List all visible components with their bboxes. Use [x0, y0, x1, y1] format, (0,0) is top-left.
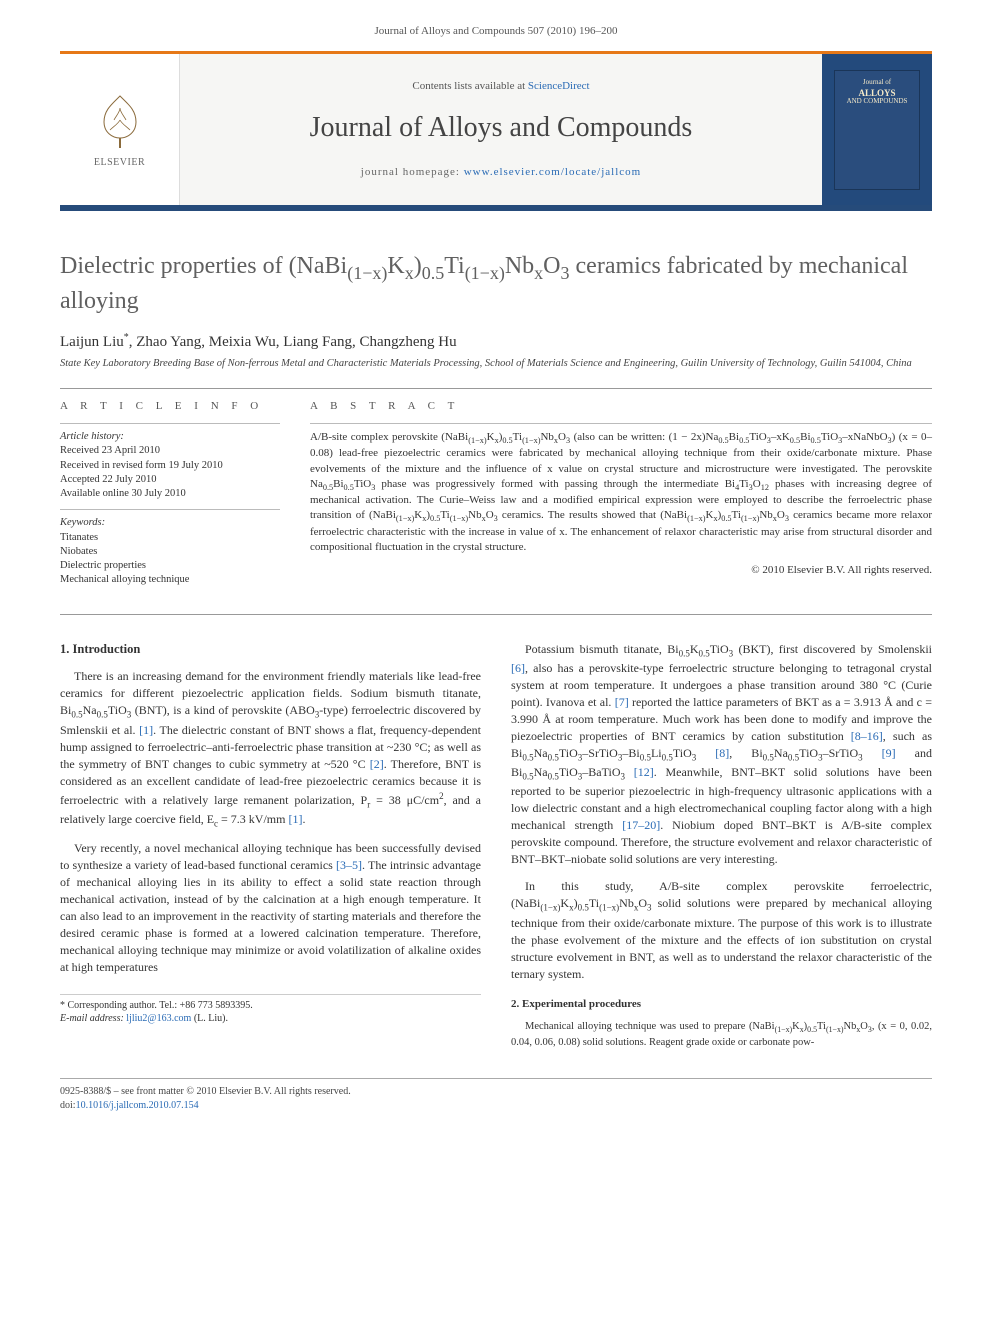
history-list: Received 23 April 2010 Received in revis… [60, 444, 280, 501]
abstract-column: A B S T R A C T A/B-site complex perovsk… [310, 389, 932, 595]
contents-available-line: Contents lists available at ScienceDirec… [412, 79, 589, 94]
homepage-prefix: journal homepage: [361, 166, 464, 178]
running-header: Journal of Alloys and Compounds 507 (201… [0, 0, 992, 51]
copyright-line: © 2010 Elsevier B.V. All rights reserved… [310, 563, 932, 578]
corr-line-1: * Corresponding author. Tel.: +86 773 58… [60, 999, 481, 1012]
corresponding-author-note: * Corresponding author. Tel.: +86 773 58… [60, 994, 481, 1025]
affiliation: State Key Laboratory Breeding Base of No… [60, 357, 932, 371]
body-right-column: Potassium bismuth titanate, Bi0.5K0.5TiO… [511, 641, 932, 1061]
keywords-label: Keywords: [60, 517, 105, 528]
journal-cover-thumb: Journal of ALLOYS AND COMPOUNDS [834, 70, 920, 190]
history-item: Accepted 22 July 2010 [60, 473, 280, 487]
body-two-columns: 1. Introduction There is an increasing d… [60, 641, 932, 1061]
experimental-heading: 2. Experimental procedures [511, 997, 932, 1013]
journal-cover-block: Journal of ALLOYS AND COMPOUNDS [822, 54, 932, 205]
keyword-item: Mechanical alloying technique [60, 573, 280, 587]
intro-para-4: In this study, A/B-site complex perovski… [511, 878, 932, 982]
authors-line: Laijun Liu*, Zhao Yang, Meixia Wu, Liang… [60, 331, 932, 353]
masthead-center: Contents lists available at ScienceDirec… [180, 54, 822, 205]
email-label: E-mail address: [60, 1013, 126, 1024]
front-matter-line: 0925-8388/$ – see front matter © 2010 El… [60, 1085, 932, 1099]
doi-label: doi: [60, 1100, 76, 1111]
history-label: Article history: [60, 431, 124, 442]
corr-email-link[interactable]: ljliu2@163.com [126, 1013, 191, 1024]
journal-title: Journal of Alloys and Compounds [310, 108, 693, 147]
keyword-item: Titanates [60, 531, 280, 545]
abstract-label: A B S T R A C T [310, 399, 932, 414]
cover-line-1: Journal of [863, 79, 891, 87]
article-history-block: Article history: Received 23 April 2010 … [60, 430, 280, 501]
history-item: Received 23 April 2010 [60, 444, 280, 458]
sciencedirect-link[interactable]: ScienceDirect [528, 80, 590, 92]
keyword-item: Niobates [60, 545, 280, 559]
publisher-label: ELSEVIER [94, 156, 145, 170]
history-item: Received in revised form 19 July 2010 [60, 459, 280, 473]
divider-rule [60, 614, 932, 615]
experimental-para: Mechanical alloying technique was used t… [511, 1020, 932, 1050]
article-title: Dielectric properties of (NaBi(1−x)Kx)0.… [60, 251, 932, 316]
journal-homepage-line: journal homepage: www.elsevier.com/locat… [361, 165, 641, 180]
keywords-block: Keywords: Titanates Niobates Dielectric … [60, 516, 280, 587]
article-info-column: A R T I C L E I N F O Article history: R… [60, 389, 280, 595]
body-left-column: 1. Introduction There is an increasing d… [60, 641, 481, 1061]
elsevier-tree-icon [90, 90, 150, 150]
journal-homepage-link[interactable]: www.elsevier.com/locate/jallcom [464, 166, 642, 178]
intro-para-1: There is an increasing demand for the en… [60, 668, 481, 830]
doi-link[interactable]: 10.1016/j.jallcom.2010.07.154 [76, 1100, 199, 1111]
cover-line-3: AND COMPOUNDS [847, 98, 908, 106]
thin-rule [60, 423, 280, 424]
intro-para-3: Potassium bismuth titanate, Bi0.5K0.5TiO… [511, 641, 932, 869]
corr-email-suffix: (L. Liu). [191, 1013, 228, 1024]
keywords-list: Titanates Niobates Dielectric properties… [60, 531, 280, 588]
thin-rule [310, 423, 932, 424]
keyword-item: Dielectric properties [60, 559, 280, 573]
footer-block: 0925-8388/$ – see front matter © 2010 El… [60, 1078, 932, 1112]
thin-rule [60, 509, 280, 510]
abstract-text: A/B-site complex perovskite (NaBi(1−x)Kx… [310, 430, 932, 556]
contents-prefix: Contents lists available at [412, 80, 527, 92]
intro-heading: 1. Introduction [60, 641, 481, 659]
history-item: Available online 30 July 2010 [60, 487, 280, 501]
intro-para-2: Very recently, a novel mechanical alloyi… [60, 840, 481, 976]
publisher-logo-block: ELSEVIER [60, 54, 180, 205]
article-info-label: A R T I C L E I N F O [60, 399, 280, 414]
journal-masthead: ELSEVIER Contents lists available at Sci… [60, 51, 932, 211]
